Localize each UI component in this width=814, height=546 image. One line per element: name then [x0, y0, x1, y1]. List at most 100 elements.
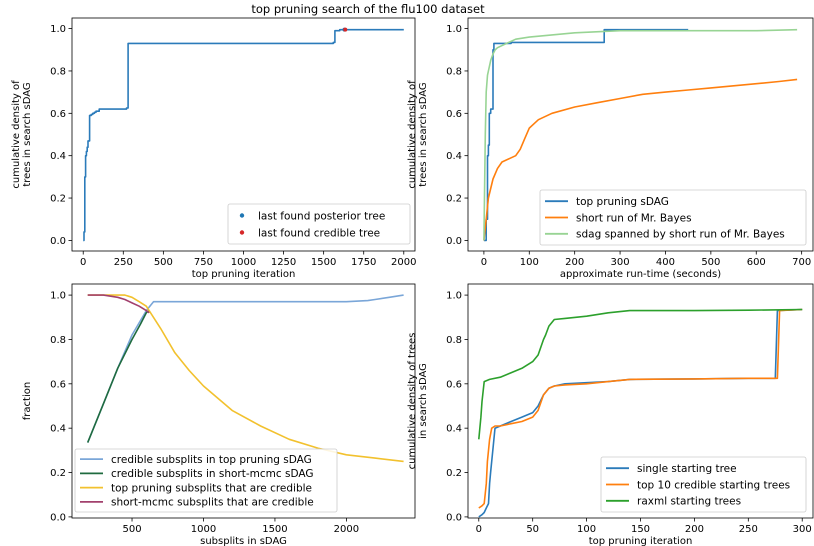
- chart-panel-1: 0 250 500 750 1000 1250 1500 1750 2000 0.0 0.2 0.4 0…: [11, 17, 417, 280]
- series-line-4: [87, 294, 150, 314]
- y-tick-label: 0.2: [446, 194, 462, 205]
- x-tick-label: 1750: [351, 257, 376, 268]
- legend-label: credible subsplits in top pruning sDAG: [111, 454, 312, 466]
- series-line-1: [83, 28, 404, 242]
- y-tick-label: 0.6: [50, 379, 66, 390]
- legend-label: single starting tree: [637, 463, 737, 475]
- legend-box: [74, 448, 338, 513]
- legend: top pruning sDAG short run of Mr. Bayes sd…: [539, 189, 807, 246]
- series-line-2: [86, 309, 150, 443]
- x-tick-label: 600: [747, 257, 766, 268]
- x-tick-label: 500: [122, 524, 141, 535]
- y-tick-label: 0.4: [446, 151, 462, 162]
- legend-label: last found credible tree: [258, 227, 380, 239]
- series-line-3: [483, 28, 798, 241]
- legend-label: sdag spanned by short run of Mr. Bayes: [576, 229, 785, 241]
- y-tick-label: 0.8: [50, 335, 66, 346]
- plot-area: [83, 27, 404, 242]
- x-tick-label: 1250: [271, 257, 296, 268]
- plot-area: [483, 28, 798, 242]
- scatter-point-2: [343, 27, 348, 32]
- x-tick-label: 500: [701, 257, 720, 268]
- plot-area: [478, 308, 803, 518]
- y-tick-label: 0.0: [50, 236, 66, 247]
- y-axis-label: fraction: [22, 382, 33, 420]
- axes-frame: [467, 17, 814, 252]
- legend-label: top pruning sDAG: [576, 196, 669, 208]
- x-tick-label: 700: [792, 257, 811, 268]
- series-line-3: [87, 294, 404, 463]
- y-tick-label: 0.6: [446, 379, 462, 390]
- series-line-3: [478, 308, 803, 440]
- legend-label: short-mcmc subsplits that are credible: [111, 497, 314, 509]
- x-tick-label: 400: [656, 257, 675, 268]
- y-tick-label: 0.4: [50, 151, 66, 162]
- y-tick-label: 0.6: [50, 109, 66, 120]
- y-tick-label: 0.8: [446, 335, 462, 346]
- y-tick-label: 1.0: [446, 291, 462, 302]
- series-line-2: [483, 78, 798, 241]
- legend-marker: [239, 213, 245, 218]
- x-tick-label: 1500: [262, 524, 287, 535]
- y-axis-label: trees in search sDAG: [418, 82, 429, 186]
- x-tick-label: 100: [520, 257, 539, 268]
- legend-label: credible subsplits in short-mcmc sDAG: [111, 468, 314, 480]
- y-tick-label: 0.8: [446, 66, 462, 77]
- x-axis-label: subsplits in sDAG: [200, 536, 287, 546]
- x-tick-label: 1000: [231, 257, 256, 268]
- y-tick-label: 1.0: [446, 24, 462, 35]
- legend-label: last found posterior tree: [258, 210, 385, 222]
- series-line-1: [86, 294, 404, 443]
- y-tick-label: 0.8: [50, 66, 66, 77]
- x-axis-label: top pruning iteration: [192, 269, 296, 280]
- x-tick-label: 250: [739, 524, 758, 535]
- x-tick-label: 2000: [334, 524, 359, 535]
- legend-label: raxml starting trees: [637, 496, 741, 508]
- x-tick-label: 300: [611, 257, 630, 268]
- figure-title: top pruning search of the flu100 dataset: [251, 2, 485, 16]
- y-tick-label: 1.0: [50, 24, 66, 35]
- y-tick-label: 0.4: [50, 424, 66, 435]
- chart-panel-2: 0 100 200 300 400 500 600 700 0.0 0.2 0.4 0.6 0.8 1.0…: [407, 17, 814, 280]
- chart-panel-3: 500 1000 1500 2000 0.0 0.2 0.4 0.6 0.8 1.0 subspli…: [22, 283, 416, 546]
- axes-frame: [71, 283, 416, 519]
- x-tick-label: 0: [476, 524, 482, 535]
- chart-panel-4: 0 50 100 150 200 250 300 0.0 0.2 0.4 0.6 0.8 1.0 top …: [407, 283, 814, 546]
- y-tick-label: 0.0: [446, 236, 462, 247]
- legend: credible subsplits in top pruning sDAG cr…: [74, 448, 338, 513]
- x-tick-label: 250: [114, 257, 133, 268]
- legend-marker: [239, 230, 245, 235]
- x-tick-label: 300: [793, 524, 812, 535]
- x-tick-label: 200: [685, 524, 704, 535]
- y-tick-label: 0.2: [50, 194, 66, 205]
- y-tick-label: 1.0: [50, 291, 66, 302]
- legend-box: [539, 189, 807, 246]
- x-tick-label: 150: [631, 524, 650, 535]
- y-tick-label: 0.2: [50, 468, 66, 479]
- y-axis-label: cumulative density of trees: [407, 333, 418, 470]
- x-tick-label: 50: [526, 524, 539, 535]
- x-tick-label: 0: [80, 257, 86, 268]
- legend-box: [227, 203, 411, 245]
- y-axis-label: cumulative density of: [407, 80, 418, 189]
- plot-area: [86, 294, 404, 463]
- x-axis-label: approximate run-time (seconds): [560, 269, 721, 280]
- legend-label: top 10 credible starting trees: [637, 479, 790, 491]
- x-tick-label: 200: [565, 257, 584, 268]
- y-axis-label: in search sDAG: [418, 363, 429, 439]
- y-tick-label: 0.0: [446, 512, 462, 523]
- x-tick-label: 0: [481, 257, 487, 268]
- y-tick-label: 0.2: [446, 468, 462, 479]
- x-tick-label: 2000: [391, 257, 416, 268]
- y-tick-label: 0.4: [446, 424, 462, 435]
- x-tick-label: 500: [154, 257, 173, 268]
- x-axis-label: top pruning iteration: [589, 536, 693, 546]
- y-tick-label: 0.6: [446, 109, 462, 120]
- x-tick-label: 100: [577, 524, 596, 535]
- legend-label: short run of Mr. Bayes: [576, 212, 692, 224]
- panels: 0 250 500 750 1000 1250 1500 1750 20000.00.20.40…: [11, 17, 814, 546]
- y-tick-label: 0.0: [50, 512, 66, 523]
- legend: last found posterior tree last found cred…: [227, 203, 411, 245]
- y-axis-label: trees in search sDAG: [22, 82, 33, 186]
